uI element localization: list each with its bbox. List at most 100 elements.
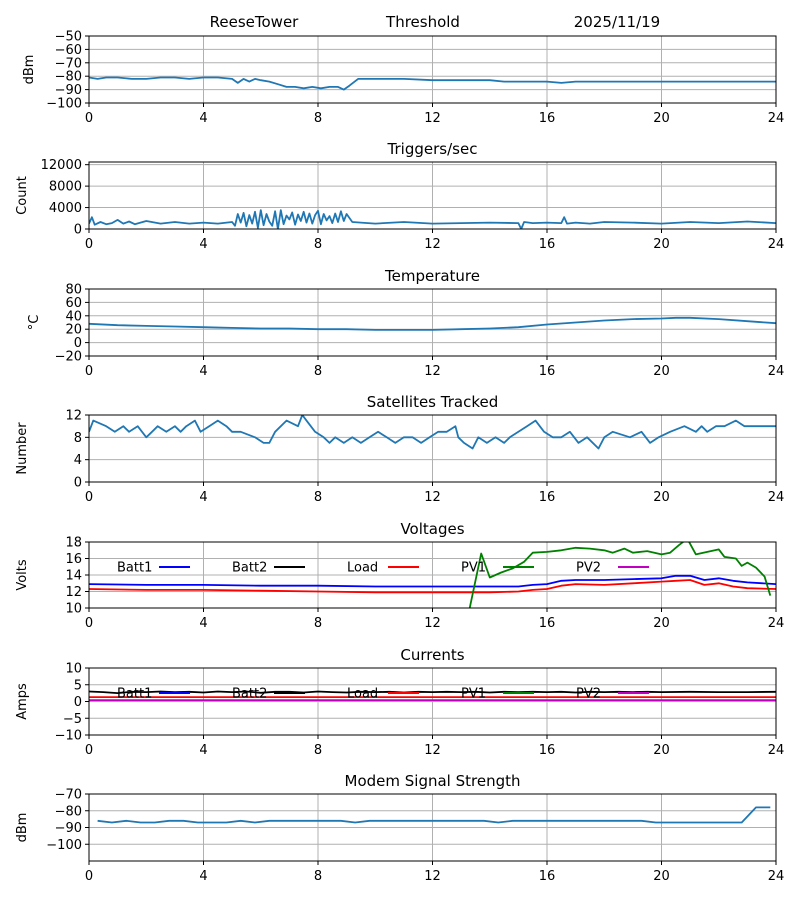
legend-label-pv2: PV2	[576, 561, 601, 576]
x-tick-label: 4	[199, 237, 207, 252]
y-tick-label: 18	[65, 536, 82, 551]
x-tick-label: 20	[653, 237, 670, 252]
series-group	[89, 209, 776, 229]
x-tick-label: 24	[768, 869, 785, 884]
x-tick-label: 16	[539, 490, 556, 505]
x-tick-label: 20	[653, 111, 670, 126]
x-tick-label: 12	[424, 743, 441, 758]
chart-title: Voltages	[400, 520, 464, 538]
x-tick-label: 4	[199, 490, 207, 505]
x-tick-label: 20	[653, 364, 670, 379]
x-tick-label: 16	[539, 364, 556, 379]
x-tick-label: 8	[314, 111, 322, 126]
header-station: ReeseTower	[210, 13, 300, 31]
legend-label-batt2: Batt2	[232, 561, 267, 576]
chart-title: Modem Signal Strength	[345, 772, 521, 790]
series-line-threshold	[89, 76, 776, 91]
y-tick-label: 0	[74, 223, 82, 238]
x-tick-label: 0	[85, 111, 93, 126]
y-tick-label: −10	[55, 729, 82, 744]
x-tick-label: 8	[314, 237, 322, 252]
y-axis-label: Volts	[15, 559, 30, 591]
y-axis-label: dBm	[15, 813, 30, 843]
chart-title: Satellites Tracked	[367, 393, 498, 411]
y-tick-label: 8	[74, 431, 82, 446]
x-tick-label: 16	[539, 869, 556, 884]
x-tick-label: 0	[85, 616, 93, 631]
chart-title: Temperature	[384, 267, 480, 285]
y-tick-label: −60	[55, 43, 82, 58]
x-tick-label: 24	[768, 616, 785, 631]
x-tick-label: 0	[85, 490, 93, 505]
y-tick-label: 10	[65, 662, 82, 677]
header-date: 2025/11/19	[574, 13, 660, 31]
x-tick-label: 24	[768, 490, 785, 505]
x-tick-label: 20	[653, 490, 670, 505]
y-tick-label: 4	[74, 453, 82, 468]
series-group	[89, 542, 776, 608]
x-tick-label: 16	[539, 111, 556, 126]
series-line-satellites	[89, 415, 776, 450]
x-tick-label: 8	[314, 616, 322, 631]
x-tick-label: 4	[199, 111, 207, 126]
y-tick-label: −80	[55, 804, 82, 819]
y-tick-label: 10	[65, 602, 82, 617]
x-tick-label: 0	[85, 869, 93, 884]
y-tick-label: 14	[65, 569, 82, 584]
y-tick-label: −80	[55, 70, 82, 85]
x-tick-label: 12	[424, 237, 441, 252]
y-tick-label: 16	[65, 552, 82, 567]
series-group	[97, 806, 771, 824]
y-axis-label: dBm	[22, 55, 37, 85]
header-panel: Threshold	[385, 13, 460, 31]
y-tick-label: 4000	[49, 201, 82, 216]
series-line-batt1	[89, 574, 776, 588]
legend-label-batt2: Batt2	[232, 687, 267, 702]
chart-panel-3: 0 4 8 12 16 20 24 0 4 8 12 Satellites Tracked Number	[15, 393, 784, 505]
x-tick-label: 16	[539, 743, 556, 758]
legend-label-batt1: Batt1	[117, 561, 152, 576]
x-tick-label: 4	[199, 743, 207, 758]
x-tick-label: 0	[85, 364, 93, 379]
chart-panel-5: 0 4 8 12 16 20 24 −10 −5 0 510 Currents Amps Batt1 Bat…	[15, 646, 784, 758]
x-tick-label: 12	[424, 364, 441, 379]
series-line-temperature	[89, 316, 776, 331]
y-tick-label: −50	[55, 30, 82, 45]
x-tick-label: 0	[85, 237, 93, 252]
y-tick-label: 12000	[41, 158, 82, 173]
series-line-load	[89, 579, 776, 594]
y-tick-label: −70	[55, 56, 82, 71]
y-tick-label: −90	[55, 83, 82, 98]
y-tick-label: −100	[46, 97, 82, 112]
x-tick-label: 8	[314, 364, 322, 379]
legend-label-pv1: PV1	[461, 561, 486, 576]
x-tick-label: 24	[768, 364, 785, 379]
y-tick-label: 8000	[49, 180, 82, 195]
legend-label-batt1: Batt1	[117, 687, 152, 702]
x-tick-label: 12	[424, 111, 441, 126]
y-tick-label: 40	[65, 309, 82, 324]
x-tick-label: 24	[768, 111, 785, 126]
y-tick-label: 12	[65, 409, 82, 424]
legend-label-load: Load	[347, 687, 378, 702]
y-axis-label: Number	[15, 422, 30, 475]
series-group	[89, 76, 776, 91]
y-tick-label: 0	[74, 695, 82, 710]
chart-title: Triggers/sec	[387, 140, 478, 158]
chart-panel-0: 0 4 8 12 16 20 24 −100−90−80−70−60−50 dBm	[22, 30, 784, 127]
x-tick-label: 12	[424, 490, 441, 505]
x-tick-label: 8	[314, 743, 322, 758]
series-group	[89, 415, 776, 450]
x-tick-label: 8	[314, 490, 322, 505]
x-tick-label: 12	[424, 869, 441, 884]
y-tick-label: −70	[55, 788, 82, 803]
y-tick-label: 5	[74, 678, 82, 693]
x-tick-label: 4	[199, 869, 207, 884]
series-line-pv1	[468, 542, 772, 608]
x-tick-label: 20	[653, 743, 670, 758]
y-tick-label: −90	[55, 821, 82, 836]
